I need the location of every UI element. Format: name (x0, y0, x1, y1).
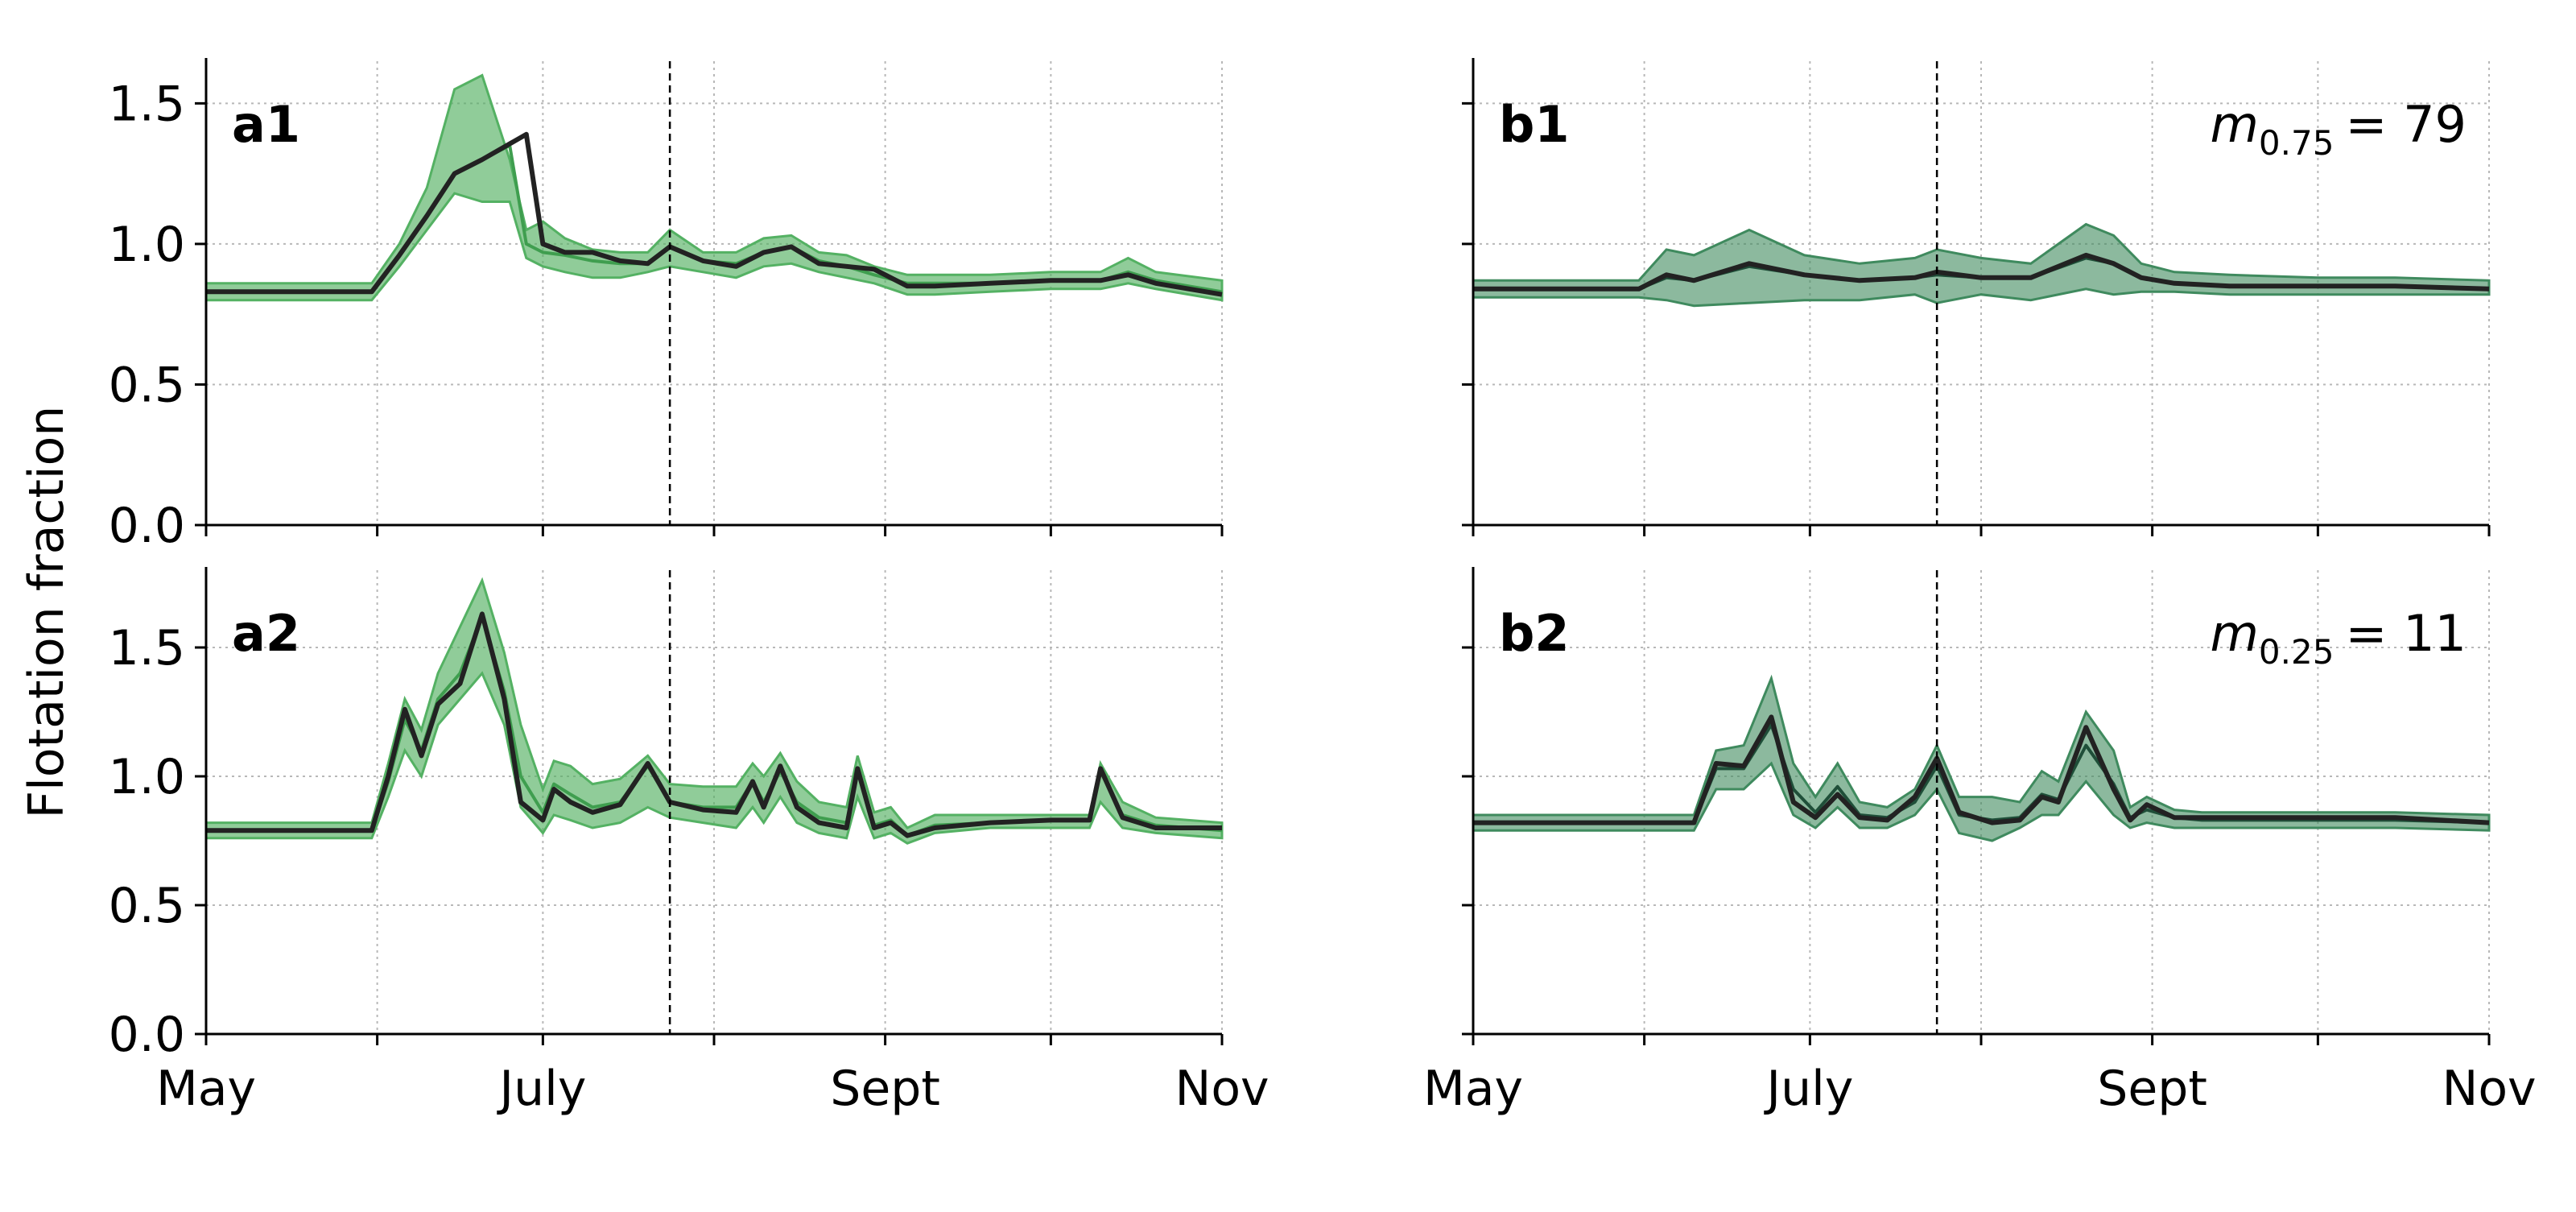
uncertainty-band (204, 73, 1224, 302)
reference-line (1473, 252, 2490, 292)
uncertainty-band (204, 577, 1224, 845)
x-tick-label: July (496, 1061, 586, 1117)
y-tick-label: 1.0 (109, 217, 185, 273)
panel-label: b1 (1499, 95, 1570, 154)
annotation-subscript: 0.25 (2259, 632, 2334, 672)
y-tick-label: 0.5 (109, 878, 185, 934)
panel-label: a1 (232, 95, 300, 154)
y-tick-label: 0.0 (109, 1007, 185, 1063)
y-tick-label: 0.5 (109, 357, 185, 413)
annotation-value: = 11 (2345, 604, 2467, 663)
annotation-subscript: 0.75 (2259, 123, 2334, 163)
y-tick-label: 1.0 (109, 749, 185, 805)
x-tick-label: Sept (830, 1061, 940, 1117)
y-tick-label: 1.5 (109, 76, 185, 132)
reference-line (206, 611, 1222, 838)
panel-a1: 0.0 0.5 1.0 1.5 a1 (109, 58, 1224, 554)
x-tick-label: Nov (1174, 1061, 1269, 1117)
panel-b1: b1 m0.75 = 79 (1462, 58, 2491, 536)
annotation: m0.75 = 79 (2211, 95, 2467, 163)
panel-label: a2 (232, 604, 300, 663)
panels: 0.00.51.01.5 a1 b1 m0.75 = 790.00.51.01.5May… (109, 58, 2537, 1117)
panel-b2: May July Sept Nov b2 m0.25 = 11 (1423, 567, 2537, 1117)
x-tick-label: Sept (2097, 1061, 2207, 1117)
x-tick-label: May (156, 1061, 256, 1117)
reference-line (1473, 714, 2490, 825)
y-axis-label: Flotation fraction (19, 406, 75, 819)
reference-line (206, 131, 1223, 297)
x-tick-label: July (1763, 1061, 1853, 1117)
annotation-symbol: m (2211, 95, 2259, 154)
x-tick-label: May (1423, 1061, 1523, 1117)
panel-label: b2 (1499, 604, 1570, 663)
annotation-value: = 79 (2345, 95, 2467, 154)
x-tick-label: Nov (2442, 1061, 2536, 1117)
annotation: m0.25 = 11 (2211, 604, 2467, 672)
y-tick-label: 0.0 (109, 498, 185, 554)
panel-a2: 0.0 0.5 1.0 1.5 May July Sept Nov a2 (109, 567, 1269, 1117)
y-tick-label: 1.5 (109, 620, 185, 676)
annotation-symbol: m (2211, 604, 2259, 663)
